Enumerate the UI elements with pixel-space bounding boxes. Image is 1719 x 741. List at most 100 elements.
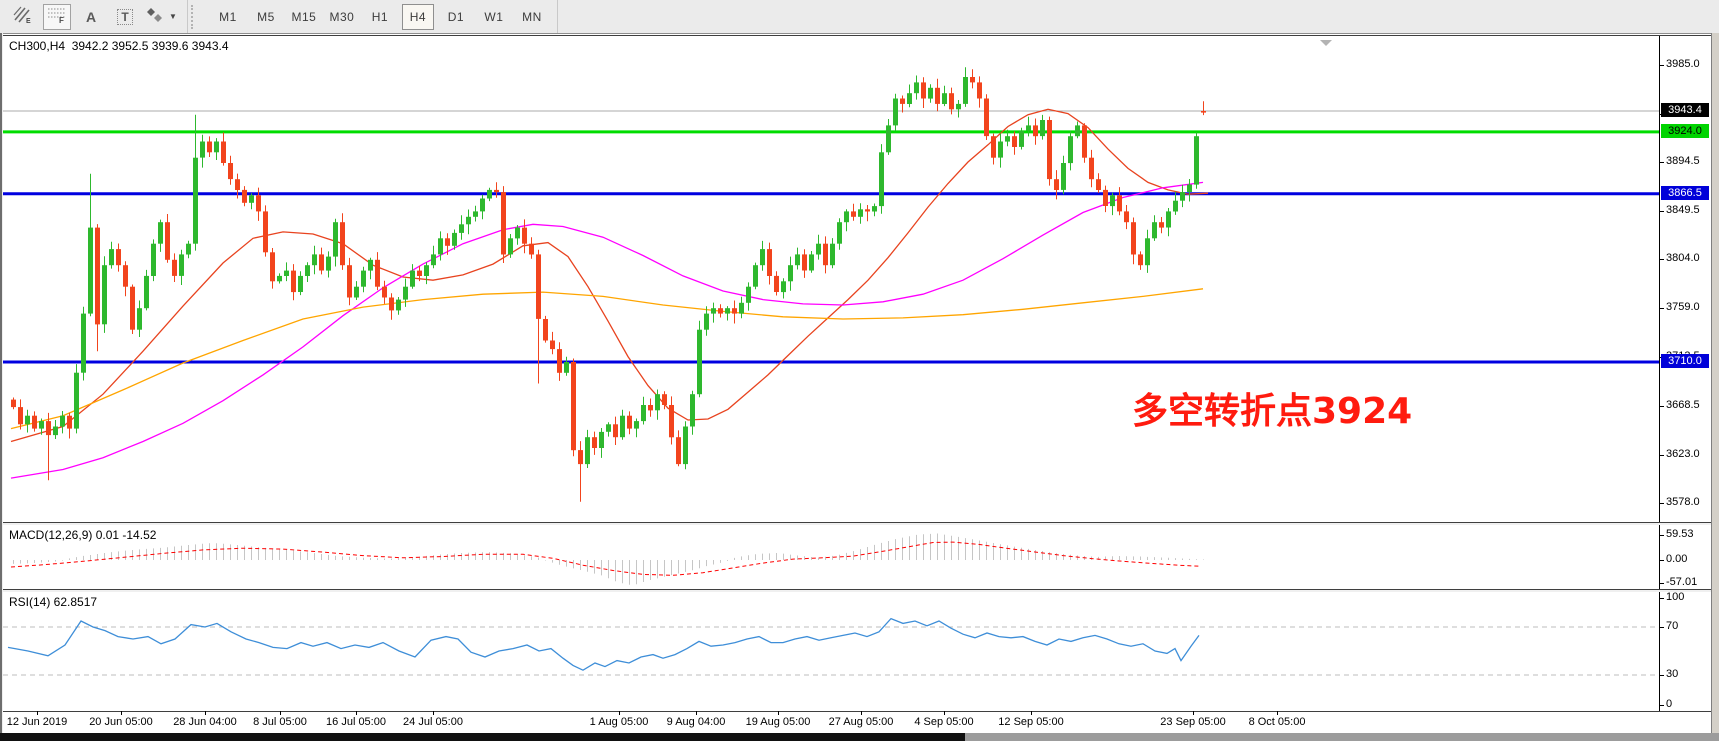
window-left-border-highlight (2, 33, 3, 741)
time-axis-tick (356, 711, 357, 715)
time-axis-label: 9 Aug 04:00 (666, 716, 726, 728)
macd-axis-label: -57.01 (1666, 576, 1698, 588)
price-badge-3924.0: 3924.0 (1661, 123, 1709, 138)
line-studies-icon: E (13, 6, 33, 27)
time-axis-tick (121, 711, 122, 715)
rsi-axis-label-tick (1659, 598, 1664, 599)
price-axis-label: 3985.0 (1666, 58, 1700, 70)
macd-axis-label-tick (1659, 535, 1664, 536)
arrows-button[interactable]: ▼ (145, 4, 178, 30)
ma-fast (10, 108, 1209, 443)
rsi-pane-bottom-border (3, 711, 1711, 712)
timeframes-toolbar: M1 M5 M15 M30 H1 H4 D1 W1 MN (202, 0, 558, 33)
bottom-scroll-strip-rest[interactable] (965, 733, 1719, 741)
macd-label: MACD(12,26,9) 0.01 -14.52 (9, 528, 157, 542)
time-axis-tick (280, 711, 281, 715)
toolbar-drag-handle[interactable] (190, 4, 200, 29)
timeframe-m15[interactable]: M15 (291, 9, 317, 24)
time-axis[interactable]: 12 Jun 2019 20 Jun 05:00 28 Jun 04:00 8 Jul… (3, 711, 1711, 733)
price-axis-label-tick (1659, 455, 1664, 456)
time-axis-label: 1 Aug 05:00 (589, 716, 649, 728)
price-axis-label-tick (1659, 162, 1664, 163)
time-axis-tick (433, 711, 434, 715)
timeframe-h1[interactable]: H1 (371, 9, 389, 24)
time-axis-tick (1193, 711, 1194, 715)
time-axis-label: 28 Jun 04:00 (173, 716, 237, 728)
price-axis-label: 3804.0 (1666, 252, 1700, 264)
time-axis-tick (619, 711, 620, 715)
macd-axis-label-tick (1659, 560, 1664, 561)
price-axis-label-tick (1659, 503, 1664, 504)
price-axis-label-tick (1659, 308, 1664, 309)
macd-axis-label-tick (1659, 583, 1664, 584)
price-axis-label-tick (1659, 211, 1664, 212)
main-chart-pane[interactable]: CH300,H4 3942.2 3952.5 3939.6 3943.4 (3, 35, 1711, 522)
price-axis-label: 3623.0 (1666, 448, 1700, 460)
chart-shift-marker-icon[interactable] (1320, 40, 1332, 46)
candlestick-chart-canvas[interactable] (3, 36, 1711, 522)
time-axis-label: 19 Aug 05:00 (745, 716, 811, 728)
time-axis-label: 24 Jul 05:00 (403, 716, 463, 728)
price-axis[interactable]: 3985.03940.03894.53849.53804.03759.03713… (1659, 35, 1711, 733)
time-axis-label: 8 Jul 05:00 (253, 716, 307, 728)
chevron-down-icon: ▼ (169, 12, 177, 21)
timeframe-h4[interactable]: H4 (401, 3, 434, 30)
line-studies-button[interactable]: E (9, 4, 37, 30)
price-axis-label: 3849.5 (1666, 204, 1700, 216)
chart-annotation-text[interactable]: 多空转折点3924 (1132, 391, 1413, 432)
macd-axis-label: 59.53 (1666, 528, 1694, 540)
text-label-icon: A (85, 8, 97, 25)
price-axis-label: 3578.0 (1666, 496, 1700, 508)
current-price-badge: 3943.4 (1661, 103, 1709, 117)
rsi-label: RSI(14) 62.8517 (9, 595, 98, 609)
price-axis-label-tick (1659, 406, 1664, 407)
time-axis-tick (861, 711, 862, 715)
arrows-icon (146, 7, 166, 26)
time-axis-tick (37, 711, 38, 715)
timeframe-m30[interactable]: M30 (329, 9, 355, 24)
rsi-axis-label-tick (1659, 627, 1664, 628)
rsi-axis-label-tick (1659, 675, 1664, 676)
chart-title: CH300,H4 3942.2 3952.5 3939.6 3943.4 (9, 39, 229, 53)
bottom-scroll-strip[interactable] (0, 733, 965, 741)
time-axis-tick (205, 711, 206, 715)
price-axis-label: 3668.5 (1666, 399, 1700, 411)
timeframe-m5[interactable]: M5 (257, 9, 275, 24)
text-button[interactable]: T (111, 4, 139, 30)
rsi-line (7, 617, 1200, 671)
letter-f: F (59, 16, 64, 24)
time-axis-label: 12 Sep 05:00 (998, 716, 1064, 728)
rsi-canvas[interactable] (3, 592, 1711, 711)
time-axis-tick (696, 711, 697, 715)
price-axis-label-tick (1659, 259, 1664, 260)
timeframe-w1[interactable]: W1 (484, 9, 504, 24)
time-axis-tick (1277, 711, 1278, 715)
window-right-scrollbar[interactable] (1711, 33, 1719, 741)
window-left-border (0, 33, 2, 741)
price-badge-3866.5: 3866.5 (1661, 185, 1709, 200)
time-axis-label: 23 Sep 05:00 (1160, 716, 1226, 728)
rsi-pane[interactable]: RSI(14) 62.8517 (3, 592, 1711, 711)
timeframe-mn[interactable]: MN (522, 9, 542, 24)
text-icon: T (117, 8, 133, 25)
price-axis-label: 3759.0 (1666, 301, 1700, 313)
time-axis-label: 8 Oct 05:00 (1248, 716, 1306, 728)
rsi-axis-label-tick (1659, 705, 1664, 706)
text-label-button[interactable]: A (77, 4, 105, 30)
fibonacci-grid-button[interactable]: F (43, 3, 71, 30)
time-axis-label: 4 Sep 05:00 (914, 716, 974, 728)
rsi-axis-label: 0 (1666, 698, 1673, 710)
time-axis-label: 12 Jun 2019 (6, 716, 68, 728)
timeframe-d1[interactable]: D1 (447, 9, 465, 24)
timeframe-m1[interactable]: M1 (219, 9, 237, 24)
macd-pane[interactable]: MACD(12,26,9) 0.01 -14.52 (3, 525, 1711, 589)
time-axis-label: 20 Jun 05:00 (89, 716, 153, 728)
rsi-axis-label: 100 (1666, 591, 1685, 603)
macd-canvas[interactable] (3, 525, 1711, 589)
price-badge-3710.0: 3710.0 (1661, 353, 1709, 368)
ma-slow (10, 288, 1204, 430)
time-axis-tick (778, 711, 779, 715)
drawing-toolbar: E F A (0, 0, 188, 33)
letter-e: E (26, 18, 31, 24)
